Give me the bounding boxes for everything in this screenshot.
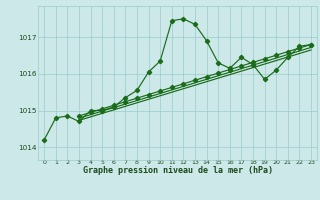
X-axis label: Graphe pression niveau de la mer (hPa): Graphe pression niveau de la mer (hPa): [83, 166, 273, 175]
